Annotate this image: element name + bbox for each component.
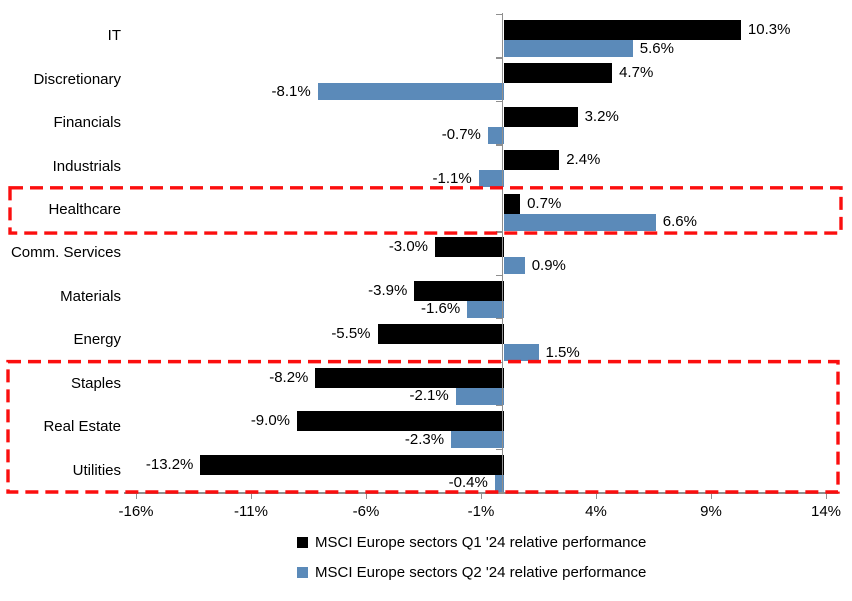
value-label-q1-real-estate: -9.0% bbox=[250, 412, 290, 430]
legend-item-q2: MSCI Europe sectors Q2 '24 relative perf… bbox=[297, 561, 646, 583]
bar-q2-real-estate bbox=[451, 431, 504, 449]
value-label-q1-healthcare: 0.7% bbox=[527, 194, 562, 212]
value-label-q2-industrials: -1.1% bbox=[432, 169, 472, 187]
value-label-q1-financials: 3.2% bbox=[584, 107, 619, 125]
category-label-comm-services: Comm. Services bbox=[10, 244, 121, 262]
value-label-q2-it: 5.6% bbox=[639, 39, 674, 57]
x-axis-tick-0 bbox=[136, 492, 138, 499]
bar-q2-staples bbox=[455, 387, 504, 405]
legend-swatch-q1-icon bbox=[297, 536, 308, 548]
bar-q1-industrials bbox=[504, 150, 560, 171]
x-axis-tick-label-6: 14% bbox=[810, 503, 842, 520]
value-label-q1-utilities: -13.2% bbox=[145, 455, 194, 473]
category-axis-tick bbox=[495, 100, 502, 103]
category-label-real-estate: Real Estate bbox=[43, 418, 121, 436]
bar-q2-industrials bbox=[478, 170, 504, 188]
value-label-q2-comm-services: 0.9% bbox=[531, 256, 566, 274]
x-axis-tick-3 bbox=[481, 492, 483, 499]
legend: MSCI Europe sectors Q1 '24 relative perf… bbox=[297, 531, 646, 591]
value-label-q2-real-estate: -2.3% bbox=[404, 430, 445, 448]
x-axis-tick-label-4: 4% bbox=[585, 503, 607, 520]
bar-q1-healthcare bbox=[504, 193, 521, 214]
value-label-q1-industrials: 2.4% bbox=[566, 151, 601, 169]
category-label-materials: Materials bbox=[60, 287, 121, 305]
bar-q1-staples bbox=[315, 367, 504, 388]
bar-q2-healthcare bbox=[504, 213, 656, 231]
value-label-q2-materials: -1.6% bbox=[421, 300, 461, 318]
bar-q2-financials bbox=[487, 126, 504, 144]
category-axis-tick bbox=[495, 361, 502, 363]
category-label-healthcare: Healthcare bbox=[48, 201, 121, 219]
bar-q1-it bbox=[504, 20, 741, 40]
category-axis-tick bbox=[495, 405, 502, 407]
category-label-energy: Energy bbox=[73, 331, 121, 349]
x-axis-tick-1 bbox=[251, 492, 253, 499]
category-label-discretionary: Discretionary bbox=[33, 70, 121, 88]
value-label-q1-staples: -8.2% bbox=[269, 368, 309, 386]
x-axis-tick-4 bbox=[596, 492, 598, 499]
bar-q1-discretionary bbox=[504, 63, 613, 84]
bar-q2-it bbox=[504, 40, 633, 57]
value-label-q1-energy: -5.5% bbox=[331, 325, 371, 343]
legend-label-q2: MSCI Europe sectors Q2 '24 relative perf… bbox=[315, 563, 647, 581]
category-axis-tick bbox=[495, 144, 502, 146]
value-label-q1-materials: -3.9% bbox=[368, 281, 408, 299]
category-label-financials: Financials bbox=[53, 114, 121, 132]
bar-q2-comm-services bbox=[504, 257, 525, 275]
category-axis-tick bbox=[495, 448, 502, 450]
bar-q2-materials bbox=[467, 300, 504, 318]
legend-label-q1: MSCI Europe sectors Q1 '24 relative perf… bbox=[315, 533, 647, 551]
category-axis-tick bbox=[495, 318, 502, 320]
category-axis-tick bbox=[495, 187, 502, 190]
x-axis-tick-label-1: -11% bbox=[234, 503, 268, 520]
value-label-q1-discretionary: 4.7% bbox=[619, 64, 654, 82]
value-label-q2-discretionary: -8.1% bbox=[271, 82, 311, 100]
bar-q1-utilities bbox=[200, 454, 504, 475]
category-axis-tick bbox=[495, 57, 502, 59]
value-label-q1-it: 10.3% bbox=[747, 21, 791, 38]
bar-q1-materials bbox=[414, 280, 504, 301]
value-axis-line bbox=[501, 13, 503, 492]
category-axis-tick bbox=[495, 274, 502, 277]
category-axis-tick bbox=[495, 231, 502, 233]
bar-q2-energy bbox=[504, 344, 539, 362]
bar-q1-financials bbox=[504, 106, 578, 127]
x-axis-tick-label-0: -16% bbox=[118, 503, 154, 520]
bar-q1-comm-services bbox=[435, 237, 504, 258]
value-label-q2-staples: -2.1% bbox=[409, 387, 449, 405]
bar-q1-real-estate bbox=[297, 411, 504, 432]
value-label-q2-financials: -0.7% bbox=[441, 126, 481, 144]
x-axis-tick-6 bbox=[826, 492, 828, 499]
value-label-q2-utilities: -0.4% bbox=[448, 474, 488, 492]
bar-q1-energy bbox=[377, 324, 504, 345]
value-label-q2-healthcare: 6.6% bbox=[662, 213, 697, 231]
bar-q2-discretionary bbox=[317, 83, 504, 101]
category-label-utilities: Utilities bbox=[72, 461, 121, 479]
x-axis-tick-2 bbox=[366, 492, 368, 499]
legend-swatch-q2-icon bbox=[297, 566, 308, 578]
value-label-q2-energy: 1.5% bbox=[545, 343, 580, 361]
category-label-staples: Staples bbox=[70, 374, 121, 392]
legend-item-q1: MSCI Europe sectors Q1 '24 relative perf… bbox=[297, 531, 646, 553]
x-axis-tick-label-2: -6% bbox=[352, 503, 380, 520]
category-axis-tick bbox=[495, 14, 502, 16]
highlight-box-healthcare bbox=[8, 186, 843, 235]
x-axis-tick-5 bbox=[711, 492, 713, 499]
x-axis-tick-label-5: 9% bbox=[700, 503, 722, 520]
category-label-industrials: Industrials bbox=[52, 157, 121, 175]
category-label-it: IT bbox=[107, 27, 121, 45]
x-axis-tick-label-3: -1% bbox=[467, 503, 495, 520]
value-label-q1-comm-services: -3.0% bbox=[388, 238, 428, 256]
